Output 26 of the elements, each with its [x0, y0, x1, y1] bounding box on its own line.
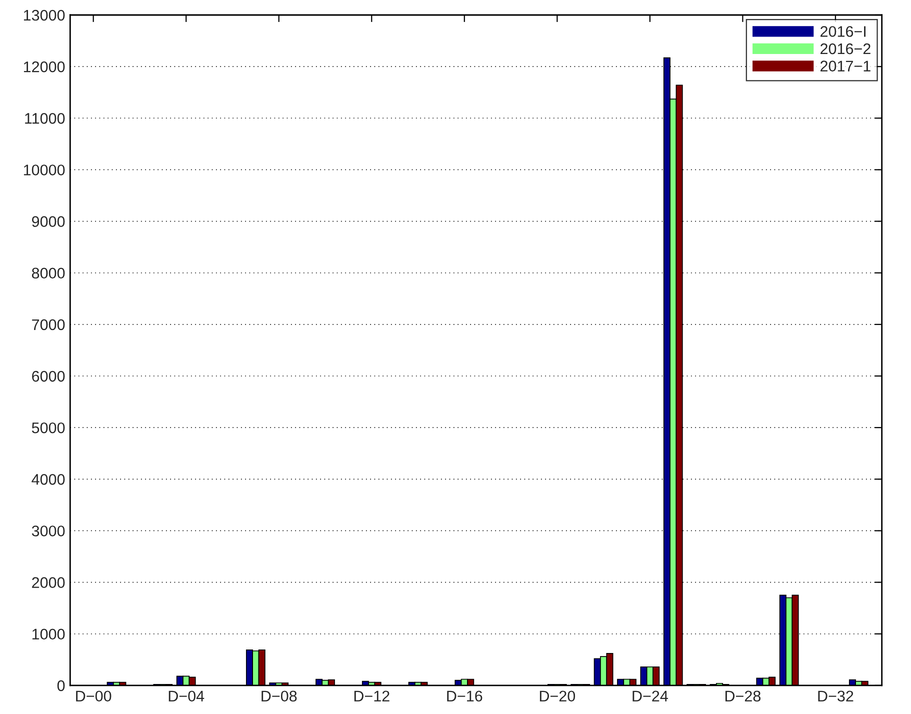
y-tick-label: 13000 [24, 10, 65, 21]
x-tick-label: D−12 [354, 690, 390, 702]
y-tick-label: 12000 [24, 61, 65, 72]
legend-label: 2017−1 [820, 60, 870, 72]
x-tick-label: D−20 [540, 690, 576, 702]
y-tick-label: 0 [57, 680, 65, 692]
y-tick-label: 6000 [32, 370, 65, 382]
y-tick-label: 4000 [32, 474, 65, 485]
y-tick-label: 5000 [32, 422, 65, 434]
y-tick-label: 10000 [24, 164, 65, 176]
x-tick-label: D−28 [725, 690, 761, 702]
x-tick-label: D−24 [632, 690, 668, 702]
y-tick-label: 2000 [32, 577, 65, 588]
y-tick-label: 11000 [25, 113, 65, 124]
y-tick-label: 8000 [32, 268, 65, 279]
y-tick-label: 7000 [32, 319, 65, 330]
x-tick-label: D−04 [168, 690, 204, 702]
x-tick-label: D−00 [76, 690, 112, 702]
y-tick-label: 3000 [32, 526, 65, 536]
legend-label: 2016−2 [820, 43, 870, 54]
x-tick-label: D−16 [447, 690, 482, 702]
x-tick-label: D−32 [818, 690, 854, 702]
y-tick-label: 9000 [32, 216, 65, 227]
x-tick-label: D−08 [262, 690, 297, 702]
legend-label: 2016−I [820, 26, 866, 37]
y-tick-label: 1000 [32, 628, 65, 640]
